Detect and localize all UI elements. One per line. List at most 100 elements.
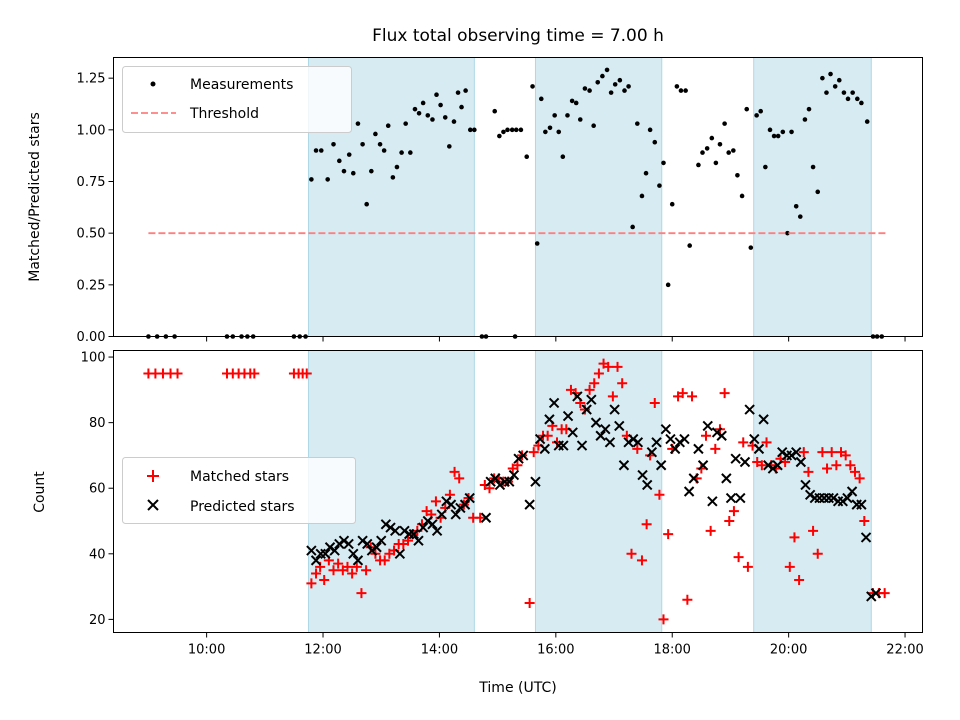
predicted-star-point — [567, 427, 578, 438]
predicted-star-point — [618, 460, 630, 471]
matched-star-point — [333, 558, 344, 569]
measurement-point — [501, 129, 506, 135]
bottom-y-tick-label: 40 — [89, 547, 106, 562]
top-y-tick-label: 1.00 — [77, 123, 106, 138]
predicted-star-point — [539, 443, 550, 455]
measurement-point — [630, 224, 635, 230]
bottom-y-ticks: 20 40 60 80 100 — [81, 351, 114, 628]
chart-title: Flux total observing time = 7.00 h — [372, 26, 664, 46]
measurement-point — [700, 150, 705, 155]
measurement-point — [313, 148, 319, 153]
predicted-star-point — [394, 548, 406, 560]
matched-star-point — [845, 460, 856, 471]
matched-star-point — [654, 489, 665, 500]
matched-star-point — [612, 361, 623, 372]
matched-star-point — [328, 565, 339, 576]
measurement-point — [451, 119, 457, 124]
measurement-point — [841, 90, 847, 95]
matched-star-point — [311, 568, 322, 579]
measurement-point — [509, 127, 515, 133]
matched-star-point — [849, 466, 860, 477]
measurement-point — [385, 123, 391, 128]
legend-measurements-marker — [150, 81, 156, 87]
predicted-star-point — [609, 404, 620, 415]
matched-star-point — [641, 519, 652, 530]
top-legend-frame — [122, 66, 352, 133]
predicted-star-point — [586, 394, 597, 405]
top-y-tick-label: 1.25 — [77, 72, 106, 87]
predicted-star-point — [389, 525, 401, 537]
predicted-star-point — [548, 397, 560, 409]
measurement-point — [713, 160, 719, 166]
matched-star-point — [402, 535, 413, 546]
measurement-point — [560, 154, 566, 159]
predicted-star-point — [329, 545, 340, 556]
measurement-point — [622, 88, 627, 93]
measurement-point — [810, 164, 816, 170]
matched-star-point — [379, 555, 390, 566]
matched-star-point — [579, 404, 590, 415]
predicted-star-point — [320, 548, 331, 560]
measurement-point — [434, 92, 439, 97]
legend-predicted-label: Predicted stars — [190, 499, 295, 515]
measurement-point — [350, 170, 356, 176]
predicted-star-point — [707, 496, 718, 507]
bottom-legend: Matched stars Predicted stars — [122, 457, 356, 524]
bottom-plot-frame — [113, 350, 923, 633]
x-tick-label: 10:00 — [188, 643, 225, 658]
matched-star-point — [589, 378, 600, 389]
measurement-point — [806, 106, 812, 112]
measurement-point — [556, 129, 562, 135]
predicted-star-point — [431, 525, 443, 537]
matched-star-point — [603, 361, 614, 372]
predicted-star-point — [688, 473, 699, 484]
predicted-star-point — [800, 479, 811, 491]
measurement-point — [802, 117, 808, 122]
matched-star-point — [663, 529, 674, 540]
measurement-point — [722, 121, 727, 126]
predicted-star-point — [544, 414, 555, 425]
bottom-panel: 20 40 60 80 100 10:00 12:00 14:00 16:00 18:00 20:… — [32, 350, 924, 696]
matched-star-point — [512, 460, 523, 471]
measurement-point — [534, 241, 540, 246]
measurement-point — [626, 84, 631, 89]
matched-star-point — [632, 443, 643, 454]
matched-star-point — [817, 447, 828, 458]
predicted-star-point — [604, 437, 616, 448]
matched-star-point — [724, 516, 735, 527]
legend-predicted-marker — [147, 499, 159, 511]
matched-star-point — [636, 555, 647, 566]
measurement-point — [524, 154, 530, 159]
top-panel: Flux total observing time = 7.00 h 0.000… — [27, 26, 923, 345]
top-legend: Measurements Threshold — [122, 66, 352, 133]
matched-star-point — [658, 614, 669, 625]
matched-star-point — [677, 388, 688, 399]
measurement-point — [346, 152, 352, 157]
top-observing-window — [753, 57, 872, 337]
matched-star-point — [356, 588, 367, 599]
matched-star-point — [854, 473, 865, 484]
measurement-point — [360, 142, 365, 147]
predicted-star-point — [646, 446, 658, 458]
measurement-point — [665, 282, 671, 288]
predicted-star-point — [490, 473, 501, 484]
matched-star-point — [798, 447, 809, 458]
matched-star-point — [454, 473, 465, 484]
matched-star-point — [742, 561, 753, 572]
measurement-point — [543, 129, 548, 135]
matched-star-point — [761, 437, 772, 448]
measurement-point — [731, 148, 736, 153]
matched-star-point — [528, 447, 539, 458]
measurement-point — [683, 88, 688, 93]
predicted-star-point — [524, 499, 535, 510]
measurement-point — [797, 214, 803, 219]
bottom-y-tick-label: 20 — [89, 613, 106, 628]
predicted-star-point — [870, 587, 882, 599]
matched-star-point — [617, 378, 628, 389]
matched-star-point — [475, 512, 486, 523]
top-observing-windows — [307, 57, 872, 337]
measurement-point — [775, 133, 781, 139]
measurement-point — [569, 98, 575, 104]
matched-star-point — [803, 466, 814, 477]
